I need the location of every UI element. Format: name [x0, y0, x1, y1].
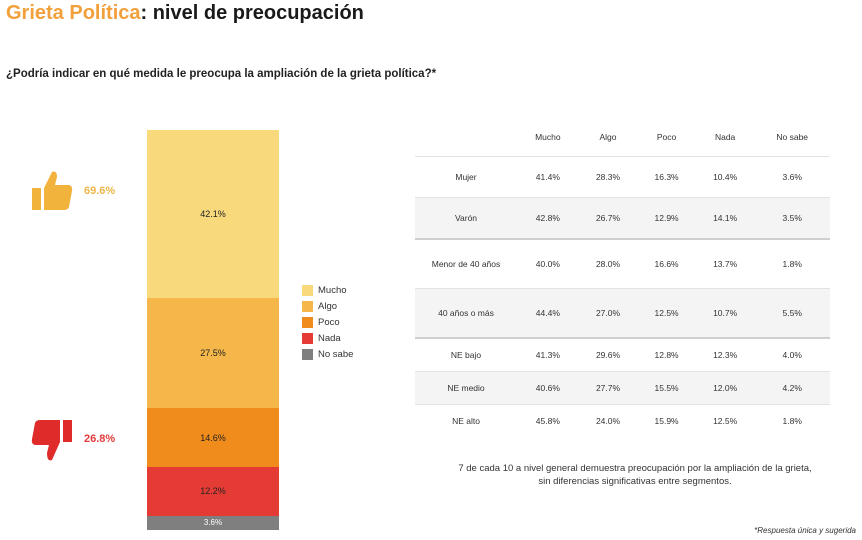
bar-segment-mucho: 42.1% [147, 130, 279, 299]
table-row: Varón 42.8% 26.7% 12.9% 14.1% 3.5% [415, 197, 830, 239]
thumbs-up-icon [32, 171, 73, 210]
positive-percentage: 69.6% [84, 185, 116, 197]
chart-legend: Mucho Algo Poco Nada No sabe [302, 282, 353, 362]
legend-swatch [302, 300, 313, 312]
row-label: 40 años o más [415, 288, 517, 338]
table-cell: 12.5% [695, 404, 755, 437]
table-row: Mujer 41.4% 28.3% 16.3% 10.4% 3.6% [415, 156, 830, 198]
legend-label: Poco [318, 316, 340, 328]
bar-segment-algo: 27.5% [147, 298, 279, 409]
data-label: 27.5% [200, 348, 226, 359]
data-label: 42.1% [200, 209, 226, 220]
table-cell: 40.6% [517, 371, 579, 405]
column-header: Poco [656, 132, 677, 142]
summary-note-line: sin diferencias significativas entre seg… [538, 476, 732, 487]
legend-swatch [302, 316, 313, 328]
table-cell: 3.6% [754, 156, 830, 198]
table-corner [415, 118, 517, 157]
bar-segment-poco: 14.6% [147, 408, 279, 467]
row-label: Varón [415, 197, 517, 239]
table-cell: 12.9% [637, 197, 696, 239]
legend-swatch [302, 348, 313, 360]
table-row: NE medio 40.6% 27.7% 15.5% 12.0% 4.2% [415, 371, 830, 405]
table-cell: 10.7% [695, 288, 755, 338]
table-cell: 5.5% [754, 288, 830, 338]
table-row: NE bajo 41.3% 29.6% 12.8% 12.3% 4.0% [415, 337, 830, 372]
table-row: NE alto 45.8% 24.0% 15.9% 12.5% 1.8% [415, 404, 830, 437]
row-label: Mujer [415, 156, 517, 198]
data-label: 3.6% [203, 518, 223, 528]
table-row: Menor de 40 años 40.0% 28.0% 16.6% 13.7%… [415, 238, 830, 289]
table-cell: 42.8% [517, 197, 579, 239]
table-cell: 3.5% [754, 197, 830, 239]
table-cell: 16.6% [637, 238, 696, 289]
table-cell: 29.6% [578, 337, 638, 372]
column-header: Mucho [535, 132, 561, 142]
title-rest: : nivel de preocupación [140, 2, 364, 24]
table-cell: 41.4% [517, 156, 579, 198]
table-cell: 28.0% [578, 238, 638, 289]
legend-label: Nada [318, 332, 341, 344]
table-row: 40 años o más 44.4% 27.0% 12.5% 10.7% 5.… [415, 288, 830, 338]
table-cell: 15.5% [637, 371, 696, 405]
segments-table: Mucho Algo Poco Nada No sabe Mujer 41.4%… [415, 118, 830, 437]
stacked-bar-chart: 42.1% 27.5% 14.6% 12.2% 3.6% [147, 130, 279, 530]
column-header: Nada [714, 132, 736, 142]
legend-item: Poco [302, 314, 353, 330]
legend-swatch [302, 332, 313, 344]
legend-item: No sabe [302, 346, 353, 362]
table-cell: 26.7% [578, 197, 638, 239]
table-cell: 14.1% [695, 197, 755, 239]
legend-item: Nada [302, 330, 353, 346]
table-cell: 24.0% [578, 404, 638, 437]
table-cell: 12.0% [695, 371, 755, 405]
table-cell: 1.8% [754, 404, 830, 437]
table-header-row: Mucho Algo Poco Nada No sabe [415, 118, 830, 157]
legend-item: Mucho [302, 282, 353, 298]
summary-note-line: 7 de cada 10 a nivel general demuestra p… [458, 463, 812, 474]
table-cell: 4.0% [754, 337, 830, 372]
table-cell: 12.5% [637, 288, 696, 338]
row-label: NE alto [415, 404, 517, 437]
table-cell: 15.9% [637, 404, 696, 437]
negative-percentage: 26.8% [84, 433, 116, 445]
data-label: 12.2% [200, 486, 226, 497]
table-cell: 4.2% [754, 371, 830, 405]
table-cell: 27.7% [578, 371, 638, 405]
table-cell: 13.7% [695, 238, 755, 289]
survey-question: ¿Podría indicar en qué medida le preocup… [6, 68, 437, 80]
legend-swatch [302, 284, 313, 296]
table-cell: 16.3% [637, 156, 696, 198]
data-label: 14.6% [200, 432, 226, 443]
bar-segment-no-sabe: 3.6% [147, 515, 279, 530]
table-cell: 45.8% [517, 404, 579, 437]
table-cell: 44.4% [517, 288, 579, 338]
table-cell: 12.8% [637, 337, 696, 372]
table-cell: 27.0% [578, 288, 638, 338]
row-label: NE medio [415, 371, 517, 405]
row-label: NE bajo [415, 337, 517, 372]
footnote: *Respuesta única y sugerida [754, 526, 856, 535]
table-cell: 41.3% [517, 337, 579, 372]
summary-note: 7 de cada 10 a nivel general demuestra p… [415, 462, 855, 488]
table-cell: 40.0% [517, 238, 579, 289]
thumbs-down-icon [31, 420, 72, 461]
column-header: No sabe [776, 132, 809, 142]
column-header: Algo [599, 132, 617, 142]
bar-segment-nada: 12.2% [147, 466, 279, 516]
table-cell: 12.3% [695, 337, 755, 372]
page-title: Grieta Política: nivel de preocupación [6, 2, 364, 25]
row-label: Menor de 40 años [415, 238, 517, 289]
legend-label: No sabe [318, 348, 354, 360]
table-cell: 1.8% [754, 238, 830, 289]
table-cell: 28.3% [578, 156, 638, 198]
legend-item: Algo [302, 298, 353, 314]
table-cell: 10.4% [695, 156, 755, 198]
legend-label: Algo [318, 300, 338, 312]
legend-label: Mucho [318, 284, 347, 296]
title-accent: Grieta Política [6, 2, 141, 24]
